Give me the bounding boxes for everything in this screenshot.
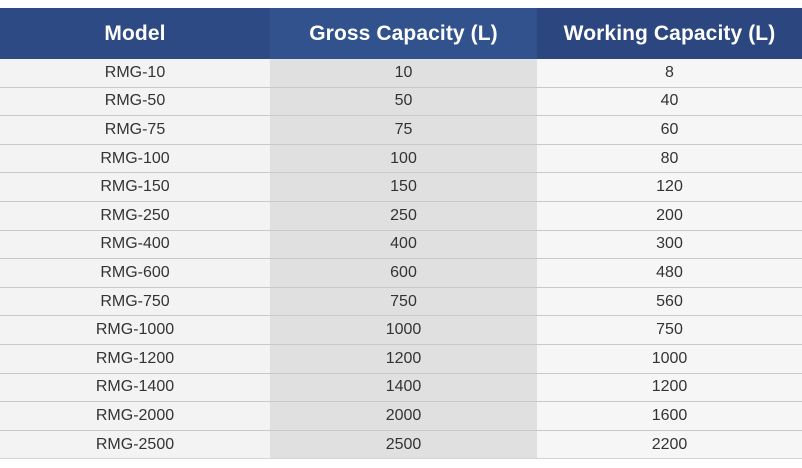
cell-model: RMG-1400	[0, 373, 270, 403]
cell-gross-capacity: 1000	[270, 315, 537, 345]
cell-model: RMG-75	[0, 115, 270, 145]
cell-working-capacity: 200	[537, 201, 802, 231]
cell-working-capacity: 1200	[537, 373, 802, 403]
header-working-capacity: Working Capacity (L)	[537, 8, 802, 59]
table-row: RMG-10 10 8	[0, 59, 802, 88]
cell-gross-capacity: 400	[270, 230, 537, 260]
table-row: RMG-50 50 40	[0, 87, 802, 117]
table-row: RMG-100 100 80	[0, 144, 802, 174]
table-row: RMG-1000 1000 750	[0, 315, 802, 345]
cell-working-capacity: 1000	[537, 344, 802, 374]
cell-gross-capacity: 150	[270, 172, 537, 202]
cell-working-capacity: 40	[537, 87, 802, 117]
cell-model: RMG-10	[0, 59, 270, 88]
cell-working-capacity: 750	[537, 315, 802, 345]
table-row: RMG-75 75 60	[0, 115, 802, 145]
cell-gross-capacity: 2000	[270, 401, 537, 431]
table-row: RMG-600 600 480	[0, 258, 802, 288]
cell-gross-capacity: 2500	[270, 430, 537, 460]
cell-model: RMG-100	[0, 144, 270, 174]
table-row: RMG-750 750 560	[0, 287, 802, 317]
table-row: RMG-400 400 300	[0, 230, 802, 260]
cell-model: RMG-600	[0, 258, 270, 288]
cell-model: RMG-2000	[0, 401, 270, 431]
header-model: Model	[0, 8, 270, 59]
header-gross-capacity: Gross Capacity (L)	[270, 8, 537, 59]
cell-model: RMG-1200	[0, 344, 270, 374]
cell-working-capacity: 8	[537, 59, 802, 88]
cell-working-capacity: 480	[537, 258, 802, 288]
cell-gross-capacity: 750	[270, 287, 537, 317]
cell-model: RMG-2500	[0, 430, 270, 460]
cell-working-capacity: 300	[537, 230, 802, 260]
cell-model: RMG-150	[0, 172, 270, 202]
header-row: Model Gross Capacity (L) Working Capacit…	[0, 8, 802, 59]
cell-model: RMG-1000	[0, 315, 270, 345]
table-row: RMG-1400 1400 1200	[0, 373, 802, 403]
cell-working-capacity: 560	[537, 287, 802, 317]
table-row: RMG-2000 2000 1600	[0, 401, 802, 431]
table-row: RMG-250 250 200	[0, 201, 802, 231]
cell-gross-capacity: 50	[270, 87, 537, 117]
cell-working-capacity: 60	[537, 115, 802, 145]
table-row: RMG-150 150 120	[0, 172, 802, 202]
cell-gross-capacity: 100	[270, 144, 537, 174]
table-row: RMG-2500 2500 2200	[0, 430, 802, 460]
table-header: Model Gross Capacity (L) Working Capacit…	[0, 8, 802, 59]
cell-model: RMG-750	[0, 287, 270, 317]
cell-working-capacity: 2200	[537, 430, 802, 460]
capacity-spec-table: Model Gross Capacity (L) Working Capacit…	[0, 8, 802, 460]
cell-gross-capacity: 250	[270, 201, 537, 231]
cell-gross-capacity: 600	[270, 258, 537, 288]
cell-working-capacity: 120	[537, 172, 802, 202]
cell-gross-capacity: 10	[270, 59, 537, 88]
cell-model: RMG-250	[0, 201, 270, 231]
cell-gross-capacity: 75	[270, 115, 537, 145]
cell-model: RMG-50	[0, 87, 270, 117]
table-body: RMG-10 10 8 RMG-50 50 40 RMG-75 75 60 RM…	[0, 59, 802, 460]
cell-gross-capacity: 1400	[270, 373, 537, 403]
cell-working-capacity: 80	[537, 144, 802, 174]
table-row: RMG-1200 1200 1000	[0, 344, 802, 374]
cell-working-capacity: 1600	[537, 401, 802, 431]
cell-model: RMG-400	[0, 230, 270, 260]
cell-gross-capacity: 1200	[270, 344, 537, 374]
